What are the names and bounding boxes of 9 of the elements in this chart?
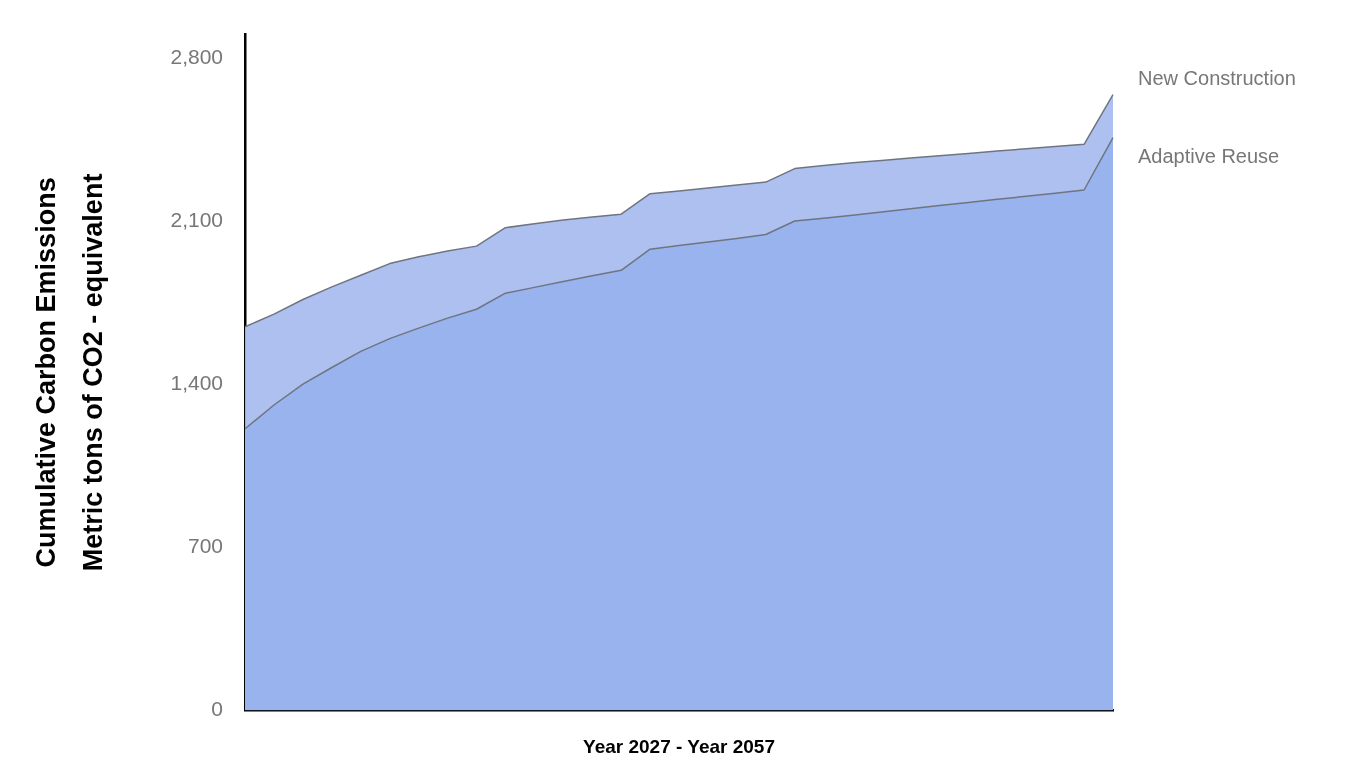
y-tick-label: 2,100 — [170, 207, 224, 231]
y-tick-label: 2,800 — [170, 44, 224, 68]
y-axis-title: Cumulative Carbon Emissions Metric tons of CO2 - equivalent — [31, 173, 109, 572]
y-tick-label: 1,400 — [170, 370, 224, 394]
x-axis-title: Year 2027 - Year 2057 — [583, 735, 775, 757]
series-label: New Construction — [1138, 67, 1296, 90]
series-label: Adaptive Reuse — [1138, 145, 1280, 168]
y-tick-label: 0 — [211, 697, 224, 720]
y-tick-label: 700 — [188, 533, 224, 557]
